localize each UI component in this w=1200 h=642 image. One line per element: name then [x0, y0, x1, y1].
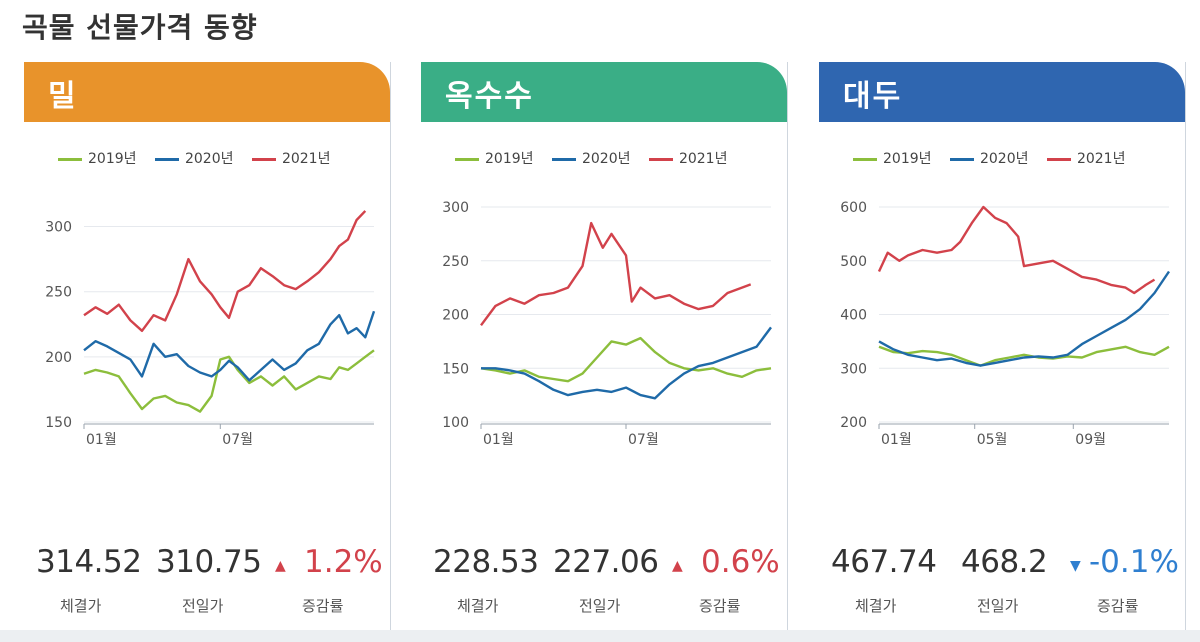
x-tick-label: 01월 — [881, 432, 912, 448]
legend-label: 2020년 — [979, 151, 1029, 167]
x-tick-label: 07월 — [222, 432, 253, 448]
legend-swatch — [154, 157, 179, 161]
line-chart: 150 200 250 300 01월 07월 — [45, 210, 376, 448]
prev-caption: 전일가 — [579, 597, 621, 615]
prev-caption: 전일가 — [977, 597, 1019, 615]
y-tick-label: 600 — [840, 200, 867, 216]
legend-swatch — [853, 157, 877, 161]
change-arrow-icon: ▲ — [672, 558, 683, 574]
legend-label: 2021년 — [281, 151, 331, 167]
close-caption: 체결가 — [457, 597, 499, 615]
change-caption: 증감률 — [302, 597, 344, 615]
panel-wheat: 밀 2019년 2020년 2021년 150 200 250 300 01월 07월 3… — [24, 62, 391, 638]
legend-item-2020: 2020년 — [949, 148, 1029, 168]
y-tick-label: 400 — [840, 308, 867, 324]
change-caption: 증감률 — [699, 597, 741, 615]
series-line-2020년 — [878, 270, 1170, 367]
panel-soybean: 대두 2019년 2020년 2021년 200 300 400 500 600 01월 0… — [819, 62, 1186, 638]
change-arrow-icon: ▲ — [275, 558, 286, 574]
legend-item-2019: 2019년 — [853, 148, 932, 168]
panel-title: 밀 — [48, 79, 78, 114]
prev-price: 227.06 — [553, 544, 659, 580]
y-tick-label: 200 — [442, 308, 469, 324]
series-line-2021년 — [83, 210, 367, 333]
y-tick-label: 250 — [442, 254, 469, 270]
series-line-2021년 — [480, 221, 752, 327]
close-caption: 체결가 — [855, 597, 897, 615]
legend-label: 2021년 — [1076, 151, 1126, 167]
chart-legend: 2019년 2020년 2021년 — [853, 148, 1139, 168]
x-tick-label: 01월 — [86, 432, 117, 448]
legend-swatch — [1046, 157, 1071, 161]
y-tick-label: 200 — [840, 415, 867, 431]
legend-item-2020: 2020년 — [154, 148, 234, 168]
legend-label: 2019년 — [485, 151, 534, 167]
legend-item-2020: 2020년 — [551, 148, 631, 168]
x-tick-label: 07월 — [628, 432, 659, 448]
y-tick-label: 300 — [45, 220, 72, 236]
x-tick-label: 09월 — [1075, 432, 1106, 448]
x-tick-label: 01월 — [483, 432, 514, 448]
prev-price: 310.75 — [156, 544, 262, 580]
y-tick-label: 200 — [45, 350, 72, 366]
series-line-2020년 — [481, 326, 772, 400]
y-tick-label: 250 — [45, 285, 72, 301]
y-tick-label: 150 — [45, 415, 72, 431]
series-line-2019년 — [83, 349, 375, 413]
line-chart: 100 150 200 250 300 01월 07월 — [442, 200, 772, 448]
legend-swatch — [251, 157, 276, 161]
legend-swatch — [58, 157, 82, 161]
prev-price: 468.2 — [961, 544, 1048, 580]
change-caption: 증감률 — [1097, 597, 1139, 615]
change-rate: 1.2% — [304, 544, 383, 580]
panel-corn: 옥수수 2019년 2020년 2021년 100 150 200 250 300 01월… — [421, 62, 788, 638]
bottom-band — [0, 630, 1200, 642]
close-price: 314.52 — [36, 544, 142, 580]
panel-header — [24, 62, 390, 122]
close-caption: 체결가 — [60, 597, 102, 615]
legend-item-2019: 2019년 — [58, 148, 137, 168]
legend-swatch — [949, 157, 974, 161]
legend-item-2021: 2021년 — [251, 148, 331, 168]
y-tick-label: 300 — [840, 361, 867, 377]
legend-label: 2021년 — [678, 151, 728, 167]
prev-caption: 전일가 — [182, 597, 224, 615]
series-line-2019년 — [480, 336, 772, 383]
legend-item-2019: 2019년 — [455, 148, 534, 168]
legend-label: 2019년 — [883, 151, 932, 167]
close-price: 228.53 — [433, 544, 539, 580]
series-line-2020년 — [83, 310, 376, 382]
legend-item-2021: 2021년 — [1046, 148, 1126, 168]
y-tick-label: 150 — [442, 361, 469, 377]
legend-swatch — [551, 157, 576, 161]
legend-swatch — [648, 157, 673, 161]
change-arrow-icon: ▼ — [1070, 558, 1081, 574]
page-title: 곡물 선물가격 동향 — [22, 11, 258, 44]
close-price: 467.74 — [831, 544, 937, 580]
series-line-2021년 — [877, 205, 1156, 295]
change-rate: -0.1% — [1089, 544, 1179, 580]
series-line-2019년 — [878, 345, 1170, 367]
legend-label: 2020년 — [184, 151, 234, 167]
change-rate: 0.6% — [701, 544, 780, 580]
legend-swatch — [455, 157, 479, 161]
panel-header — [421, 62, 787, 122]
legend-item-2021: 2021년 — [648, 148, 728, 168]
panel-header — [819, 62, 1185, 122]
legend-label: 2019년 — [88, 151, 137, 167]
legend-label: 2020년 — [581, 151, 631, 167]
chart-legend: 2019년 2020년 2021년 — [58, 148, 344, 168]
y-tick-label: 500 — [840, 254, 867, 270]
panel-title: 대두 — [843, 79, 903, 114]
y-tick-label: 100 — [442, 415, 469, 431]
line-chart: 200 300 400 500 600 01월 05월 09월 — [840, 200, 1170, 448]
y-tick-label: 300 — [442, 200, 469, 216]
panel-title: 옥수수 — [445, 79, 534, 114]
x-tick-label: 05월 — [977, 432, 1008, 448]
chart-legend: 2019년 2020년 2021년 — [455, 148, 741, 168]
